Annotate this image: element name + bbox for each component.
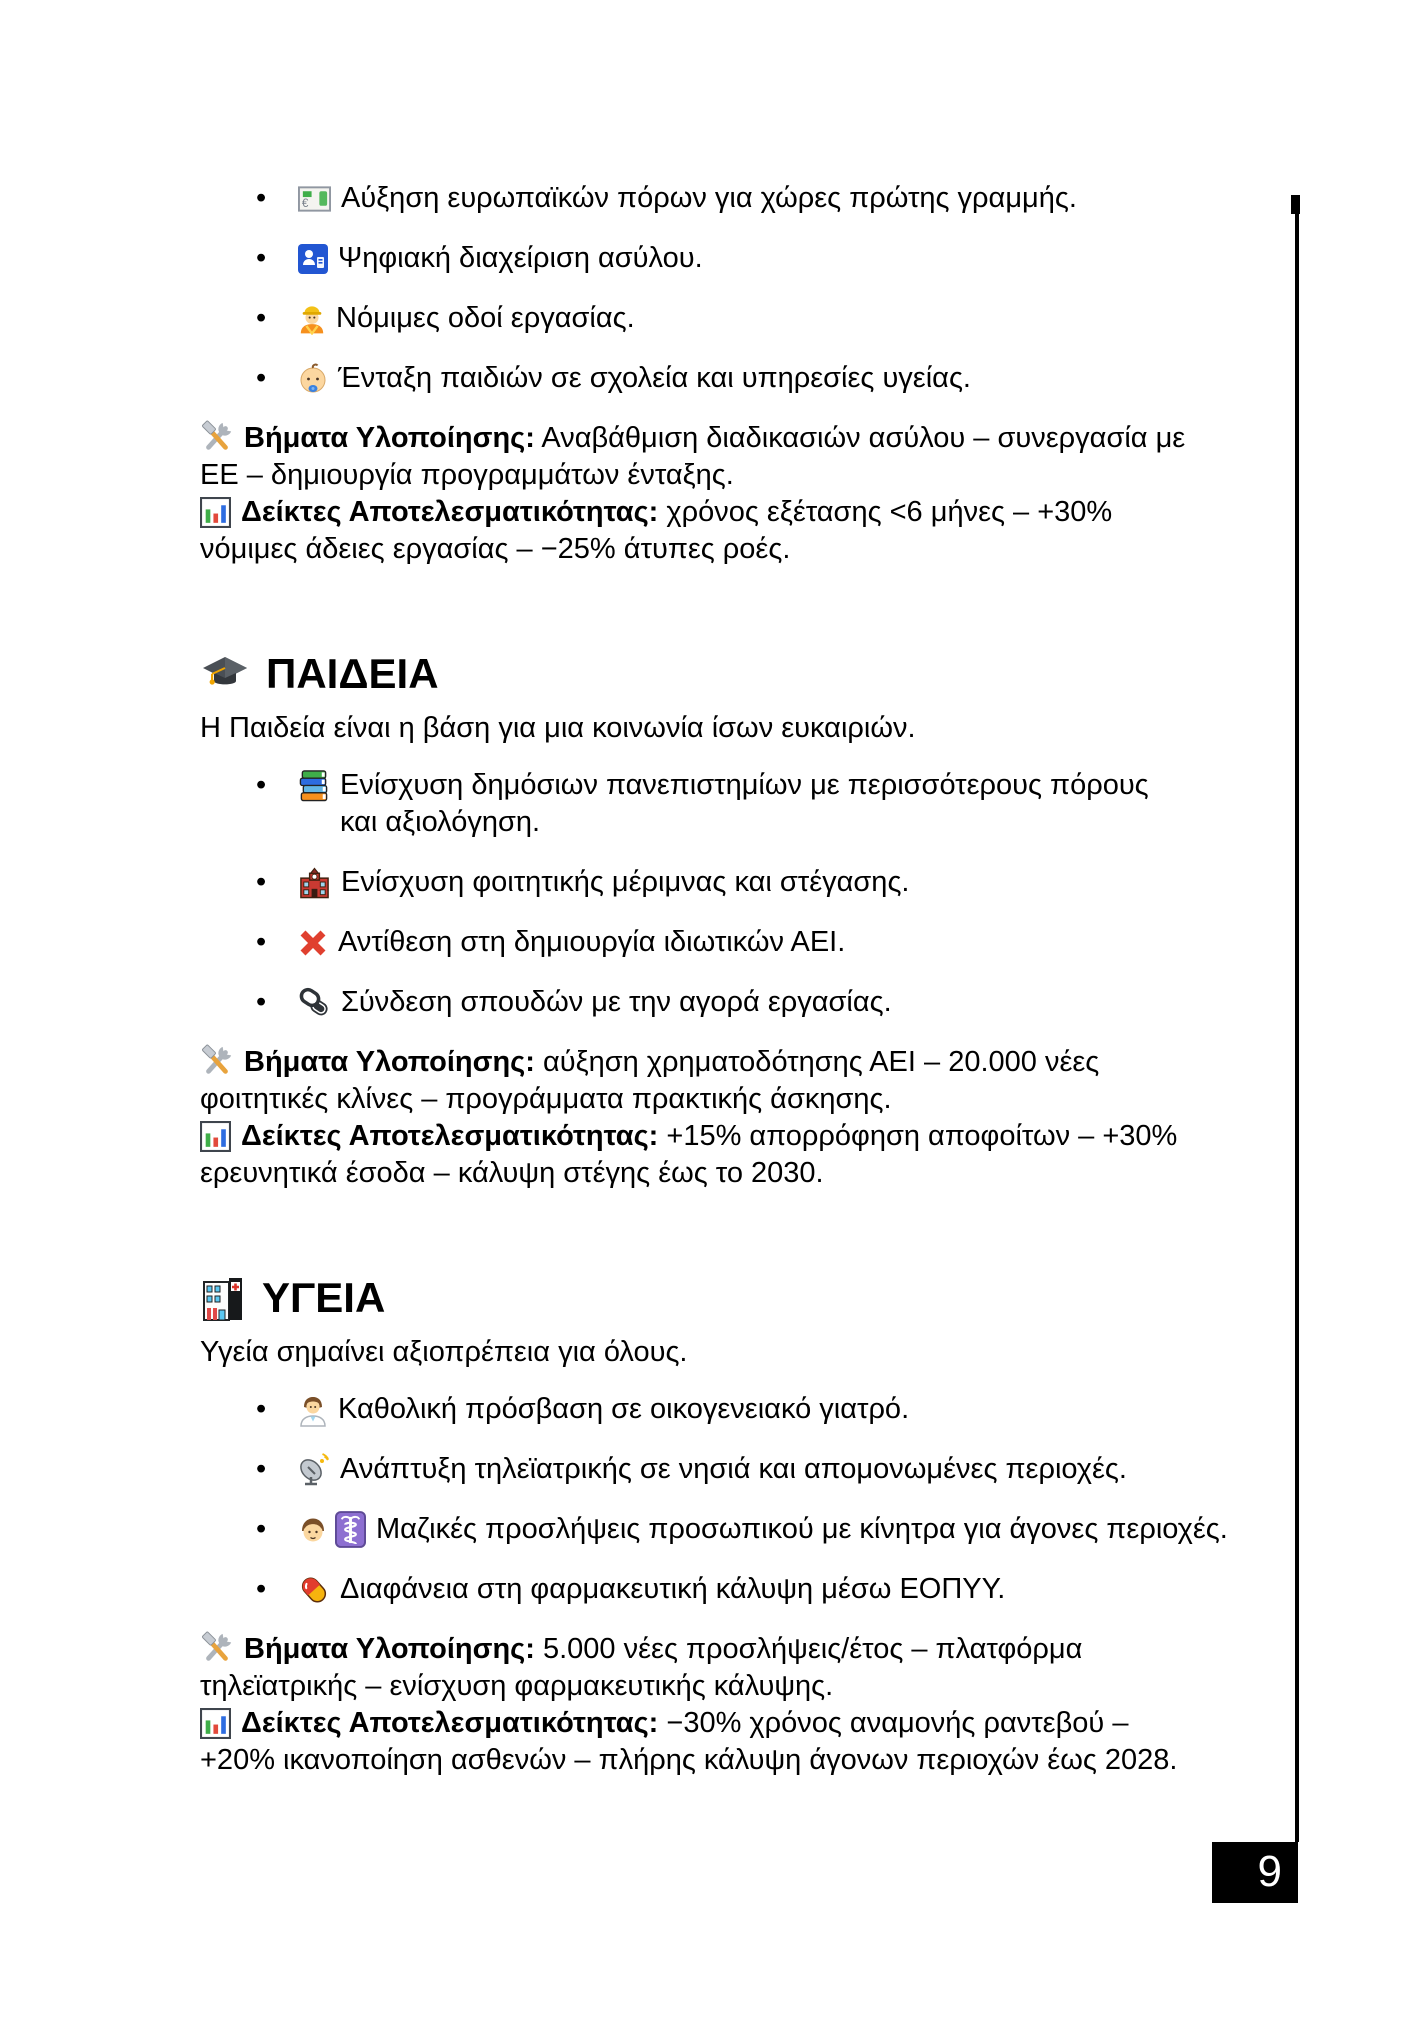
steps-text: Αναβάθμιση διαδικασιών ασύλου – συνεργασ… [200,422,1186,491]
man-health-worker-icon [298,1391,328,1428]
bar-chart-icon [200,1708,231,1739]
metrics-label: Δείκτες Αποτελεσματικότητας: [241,1120,659,1152]
section-heading-health: ΥΓΕΙΑ [200,1274,1205,1322]
list-item: • Ανάπτυξη τηλεϊατρικής σε νησιά και απο… [200,1451,1205,1488]
bullet-text: Αύξηση ευρωπαϊκών πόρων για χώρες πρώτης… [341,182,1077,214]
bullet-dot: • [256,182,267,214]
asylum-bullet-list: • € Αύξηση ευρωπαϊκών πόρων για χώρες πρ… [200,180,1205,397]
steps-text: 5.000 νέες προσλήψεις/έτος – πλατφόρμα τ… [200,1633,1083,1702]
bullet-text: Διαφάνεια στη φαρμακευτική κάλυψη μέσω Ε… [340,1573,1006,1605]
bar-chart-icon [200,1121,231,1152]
steps-paragraph: Βήματα Υλοποίησης: αύξηση χρηματοδότησης… [200,1044,1205,1118]
right-rule [1295,195,1299,1842]
list-item: • Σύνδεση σπουδών με την αγορά εργασίας. [200,984,1205,1021]
school-icon [298,864,331,901]
metrics-paragraph: Δείκτες Αποτελεσματικότητας: χρόνος εξέτ… [200,494,1205,568]
page-content: • € Αύξηση ευρωπαϊκών πόρων για χώρες πρ… [200,180,1228,1779]
bullet-dot: • [256,926,267,958]
list-item: • Μαζικές προσλήψεις προσωπικού με κίνητ… [200,1511,1228,1548]
education-bullet-list: • Ενίσχυση δημόσιων πανεπιστημίων με περ… [200,767,1205,1021]
section-title: ΠΑΙΔΕΙΑ [266,650,439,697]
list-item: • Ένταξη παιδιών σε σχολεία και υπηρεσίε… [200,360,1205,397]
svg-text:€: € [302,196,309,209]
metrics-paragraph: Δείκτες Αποτελεσματικότητας: +15% απορρό… [200,1118,1205,1192]
bullet-dot: • [256,1453,267,1485]
graduation-cap-icon [200,652,250,696]
adult-face-icon [302,1518,324,1541]
cross-mark-icon [298,924,328,961]
steps-label: Βήματα Υλοποίησης: [244,1046,535,1078]
bullet-text: Μαζικές προσλήψεις προσωπικού με κίνητρα… [376,1513,1228,1545]
steps-paragraph: Βήματα Υλοποίησης: 5.000 νέες προσλήψεις… [200,1631,1205,1705]
metrics-text: +15% απορρόφηση αποφοίτων – +30% ερευνητ… [200,1120,1178,1189]
link-icon [298,984,331,1021]
list-item: • Ενίσχυση δημόσιων πανεπιστημίων με περ… [200,767,1205,841]
bullet-text: Σύνδεση σπουδών με την αγορά εργασίας. [341,986,892,1018]
bullet-dot: • [256,362,267,394]
metrics-label: Δείκτες Αποτελεσματικότητας: [241,496,659,528]
list-item: • Αντίθεση στη δημιουργία ιδιωτικών ΑΕΙ. [200,924,1205,961]
bullet-text: Ένταξη παιδιών σε σχολεία και υπηρεσίες … [338,362,971,394]
section-heading-education: ΠΑΙΔΕΙΑ [200,650,1205,698]
metrics-paragraph: Δείκτες Αποτελεσματικότητας: −30% χρόνος… [200,1705,1205,1779]
steps-paragraph: Βήματα Υλοποίησης: Αναβάθμιση διαδικασιώ… [200,420,1205,494]
bullet-text: Νόμιμες οδοί εργασίας. [336,302,635,334]
list-item: • Ενίσχυση φοιτητικής μέριμνας και στέγα… [200,864,1205,901]
steps-label: Βήματα Υλοποίησης: [244,422,535,454]
hammer-and-wrench-icon [200,1044,234,1078]
bullet-dot: • [256,1573,267,1605]
bullet-text: Ψηφιακή διαχείριση ασύλου. [338,242,703,274]
list-item: • Καθολική πρόσβαση σε οικογενειακό γιατ… [200,1391,1205,1428]
section-intro: Η Παιδεία είναι η βάση για μια κοινωνία … [200,712,916,744]
satellite-antenna-icon [298,1451,330,1488]
metrics-label: Δείκτες Αποτελεσματικότητας: [241,1707,659,1739]
hammer-and-wrench-icon [200,1631,234,1665]
list-item: • Νόμιμες οδοί εργασίας. [200,300,1205,337]
section-title: ΥΓΕΙΑ [262,1274,386,1321]
bullet-text: Ανάπτυξη τηλεϊατρικής σε νησιά και απομο… [340,1453,1127,1485]
steps-label: Βήματα Υλοποίησης: [244,1633,535,1665]
books-icon [298,767,330,804]
bullet-dot: • [256,866,267,898]
hammer-and-wrench-icon [200,420,234,454]
bullet-dot: • [256,986,267,1018]
bullet-text: Ενίσχυση δημόσιων πανεπιστημίων με περισ… [340,769,1149,838]
metrics-text: −30% χρόνος αναμονής ραντεβού – +20% ικα… [200,1707,1178,1776]
list-item: • € Αύξηση ευρωπαϊκών πόρων για χώρες πρ… [200,180,1205,217]
bullet-dot: • [256,1393,267,1425]
list-item: • Διαφάνεια στη φαρμακευτική κάλυψη μέσω… [200,1571,1205,1608]
construction-worker-icon [298,300,326,337]
page-number-badge: 9 [1212,1842,1298,1903]
steps-text: αύξηση χρηματοδότησης ΑΕΙ – 20.000 νέες … [200,1046,1100,1115]
bar-chart-icon [200,497,231,528]
hospital-icon [200,1275,246,1321]
bullet-dot: • [256,242,267,274]
health-bullet-list: • Καθολική πρόσβαση σε οικογενειακό γιατ… [200,1391,1228,1608]
metrics-text: χρόνος εξέτασης <6 μήνες – +30% νόμιμες … [200,496,1113,565]
pill-icon [298,1571,330,1608]
bullet-dot: • [256,1513,267,1545]
passport-control-icon [298,240,328,277]
bullet-text: Αντίθεση στη δημιουργία ιδιωτικών ΑΕΙ. [338,926,846,958]
baby-icon [298,360,328,397]
section-intro: Υγεία σημαίνει αξιοπρέπεια για όλους. [200,1336,688,1368]
bullet-dot: • [256,302,267,334]
adult-face-icon medical-symbol-icon [298,1511,366,1548]
list-item: • Ψηφιακή διαχείριση ασύλου. [200,240,1205,277]
bullet-dot: • [256,769,267,801]
medical-symbol-icon [335,1511,366,1548]
euro-banknote-icon: € [298,180,331,217]
bullet-text: Ενίσχυση φοιτητικής μέριμνας και στέγαση… [341,866,910,898]
bullet-text: Καθολική πρόσβαση σε οικογενειακό γιατρό… [338,1393,910,1425]
